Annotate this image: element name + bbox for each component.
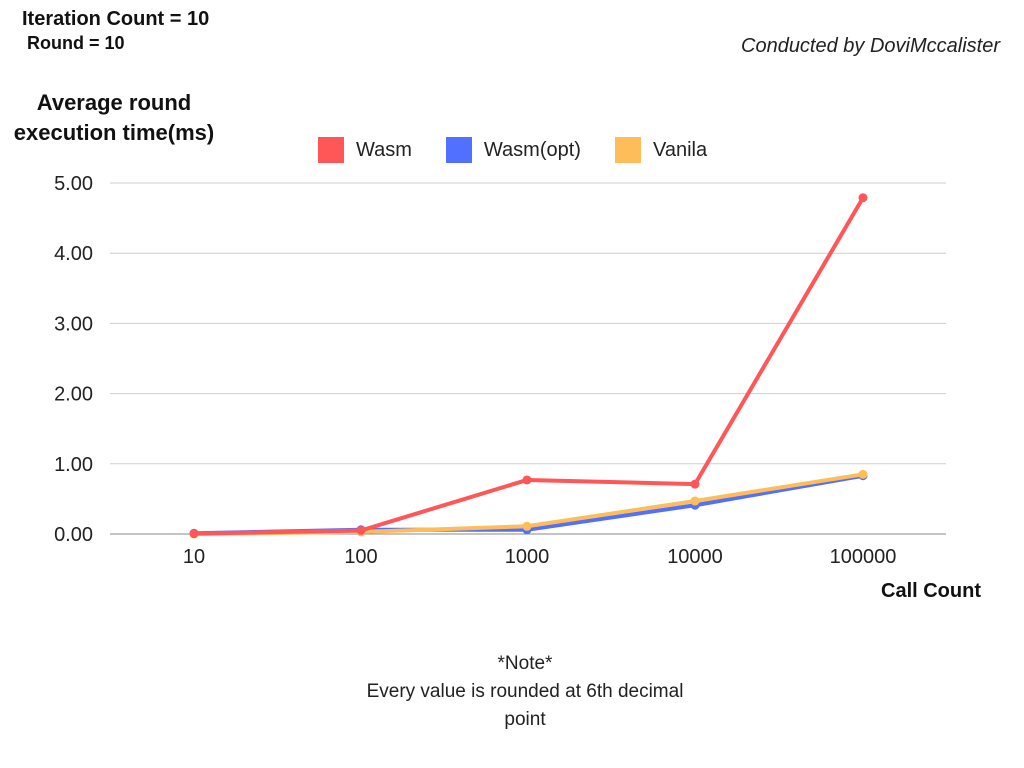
y-axis-title: Average round execution time(ms): [0, 88, 228, 148]
legend-swatch-vanila: [614, 137, 641, 163]
y-tick-label: 2.00: [54, 384, 93, 406]
chart-legend: Wasm Wasm(opt) Vanila: [318, 136, 741, 164]
data-point-wasm: [356, 525, 366, 535]
x-tick-label: 100: [344, 546, 377, 568]
round-label: Round = 10: [27, 33, 125, 53]
credit-text: Conducted by DoviMccalister: [741, 35, 1000, 57]
footnote: *Note* Every value is rounded at 6th dec…: [300, 650, 750, 734]
y-tick-label: 3.00: [54, 313, 93, 335]
x-tick-label: 10000: [667, 546, 723, 568]
iteration-count-label: Iteration Count = 10: [22, 8, 210, 30]
y-tick-label: 1.00: [54, 454, 93, 476]
y-axis-title-line1: Average round: [36, 90, 192, 115]
data-point-wasm: [189, 529, 199, 539]
legend-label-vanila: Vanila: [652, 138, 708, 161]
note-line-1: Every value is rounded at 6th decimal: [366, 681, 684, 702]
legend-item-vanila: Vanila: [614, 137, 708, 163]
x-tick-label: 1000: [505, 546, 550, 568]
x-tick-label: 100000: [830, 546, 897, 568]
data-point-wasm: [858, 193, 868, 203]
legend-label-wasm-opt: Wasm(opt): [483, 138, 581, 161]
note-line-2: point: [504, 709, 546, 730]
data-point-vanila: [858, 469, 868, 479]
y-axis-title-line2: execution time(ms): [13, 120, 215, 145]
x-axis-title: Call Count: [881, 580, 981, 602]
y-tick-label: 5.00: [54, 173, 93, 195]
legend-swatch-wasm: [318, 137, 344, 163]
y-tick-label: 4.00: [54, 243, 93, 265]
y-tick-label: 0.00: [54, 524, 93, 546]
data-point-wasm: [690, 479, 700, 489]
data-point-vanila: [522, 521, 532, 531]
legend-label-wasm: Wasm: [356, 138, 412, 161]
data-point-vanila: [690, 496, 700, 506]
legend-swatch-wasm-opt: [445, 137, 472, 163]
data-point-wasm: [522, 475, 532, 485]
legend-item-wasm: Wasm: [318, 137, 412, 163]
legend-item-wasm-opt: Wasm(opt): [445, 137, 581, 163]
x-tick-label: 10: [183, 546, 205, 568]
note-title: *Note*: [497, 653, 553, 674]
